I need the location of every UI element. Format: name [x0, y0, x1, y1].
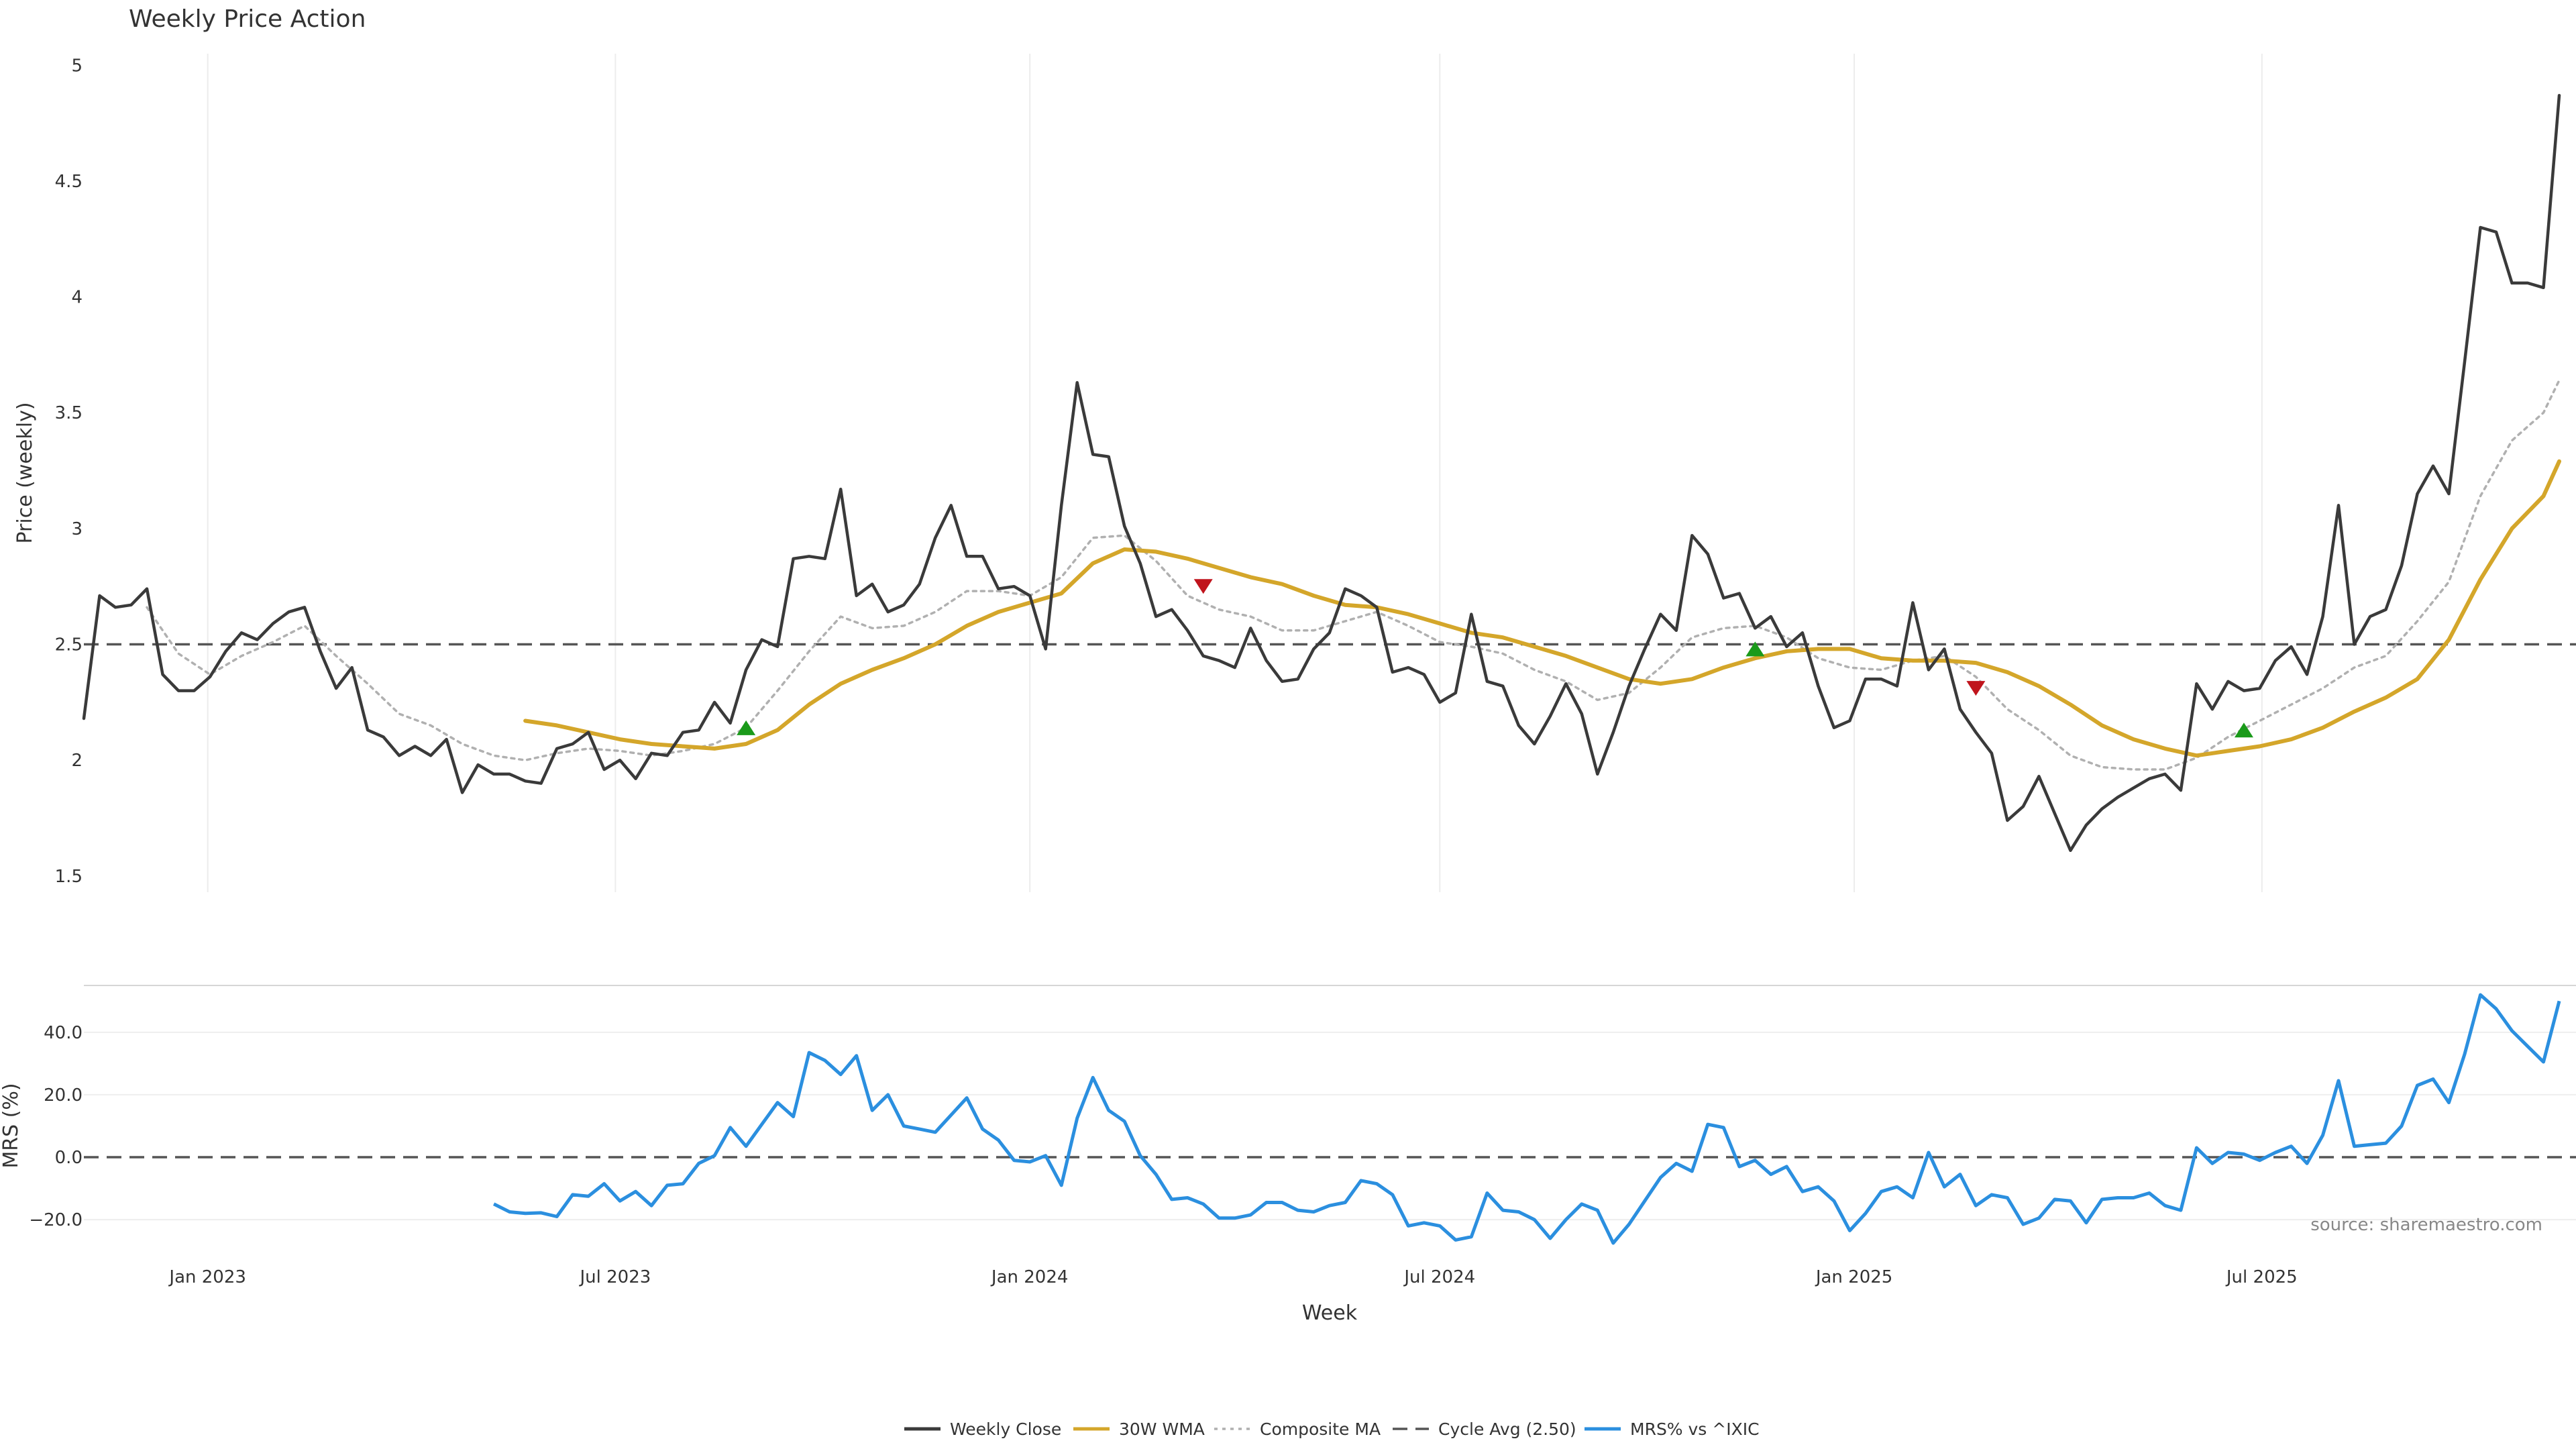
price-y-tick-label: 4.5 — [55, 172, 83, 192]
x-tick-label: Jul 2025 — [2225, 1267, 2298, 1287]
source-label: source: sharemaestro.com — [2310, 1215, 2542, 1235]
sell-signal-marker — [1193, 579, 1213, 594]
price-grid — [207, 54, 2263, 892]
x-axis-ticks: Jan 2023 Jul 2023 Jan 2024 Jul 2024 Jan 2025… — [168, 1267, 2297, 1287]
x-tick-label: Jan 2025 — [1815, 1267, 1893, 1287]
price-y-ticks: 5 4.5 4 3.5 3 2.5 2 1.5 — [55, 56, 83, 887]
legend-label: 30W WMA — [1119, 1419, 1205, 1439]
price-panel: 5 4.5 4 3.5 3 2.5 2 1.5 — [55, 54, 2576, 892]
sell-signal-marker — [1966, 681, 1986, 696]
legend-label: Cycle Avg (2.50) — [1438, 1419, 1576, 1439]
price-series — [82, 93, 2576, 853]
mrs-y-axis-label: MRS (%) — [0, 1083, 23, 1168]
buy-signal-marker — [2234, 722, 2253, 738]
x-axis-label: Week — [1302, 1301, 1358, 1325]
mrs-y-tick-label: 40.0 — [44, 1023, 83, 1043]
legend-label: MRS% vs ^IXIC — [1630, 1419, 1760, 1439]
legend-label: Weekly Close — [950, 1419, 1061, 1439]
price-y-tick-label: 4 — [71, 288, 83, 308]
legend: Weekly Close 30W WMA Composite MA Cycle Avg… — [904, 1419, 1760, 1439]
x-tick-label: Jul 2024 — [1403, 1267, 1475, 1287]
price-y-tick-label: 3 — [71, 519, 83, 539]
mrs-panel: 40.0 20.0 0.0 −20.0 — [29, 993, 2576, 1245]
buy-signal-marker — [737, 720, 756, 735]
chart-title: Weekly Price Action — [129, 5, 366, 33]
mrs-grid — [84, 1031, 2576, 1221]
mrs-line — [492, 993, 2561, 1245]
mrs-y-tick-label: 0.0 — [55, 1148, 83, 1168]
x-tick-label: Jan 2024 — [990, 1267, 1069, 1287]
price-y-tick-label: 3.5 — [55, 403, 83, 423]
price-y-axis-label: Price (weekly) — [13, 402, 37, 543]
weekly-close-line — [82, 93, 2561, 853]
legend-label: Composite MA — [1260, 1419, 1381, 1439]
x-tick-label: Jan 2023 — [168, 1267, 246, 1287]
price-signals — [737, 579, 2253, 738]
price-y-tick-label: 2 — [71, 751, 83, 771]
x-tick-label: Jul 2023 — [578, 1267, 651, 1287]
mrs-series — [84, 993, 2576, 1245]
price-y-tick-label: 5 — [71, 56, 83, 76]
mrs-y-tick-label: 20.0 — [44, 1085, 83, 1106]
price-y-tick-label: 1.5 — [55, 867, 83, 887]
mrs-y-ticks: 40.0 20.0 0.0 −20.0 — [29, 1023, 83, 1230]
wma-30w-line — [523, 459, 2561, 758]
buy-signal-marker — [1746, 641, 1765, 657]
composite-ma-line — [146, 379, 2561, 771]
mrs-y-tick-label: −20.0 — [29, 1210, 83, 1230]
price-y-tick-label: 2.5 — [55, 635, 83, 655]
